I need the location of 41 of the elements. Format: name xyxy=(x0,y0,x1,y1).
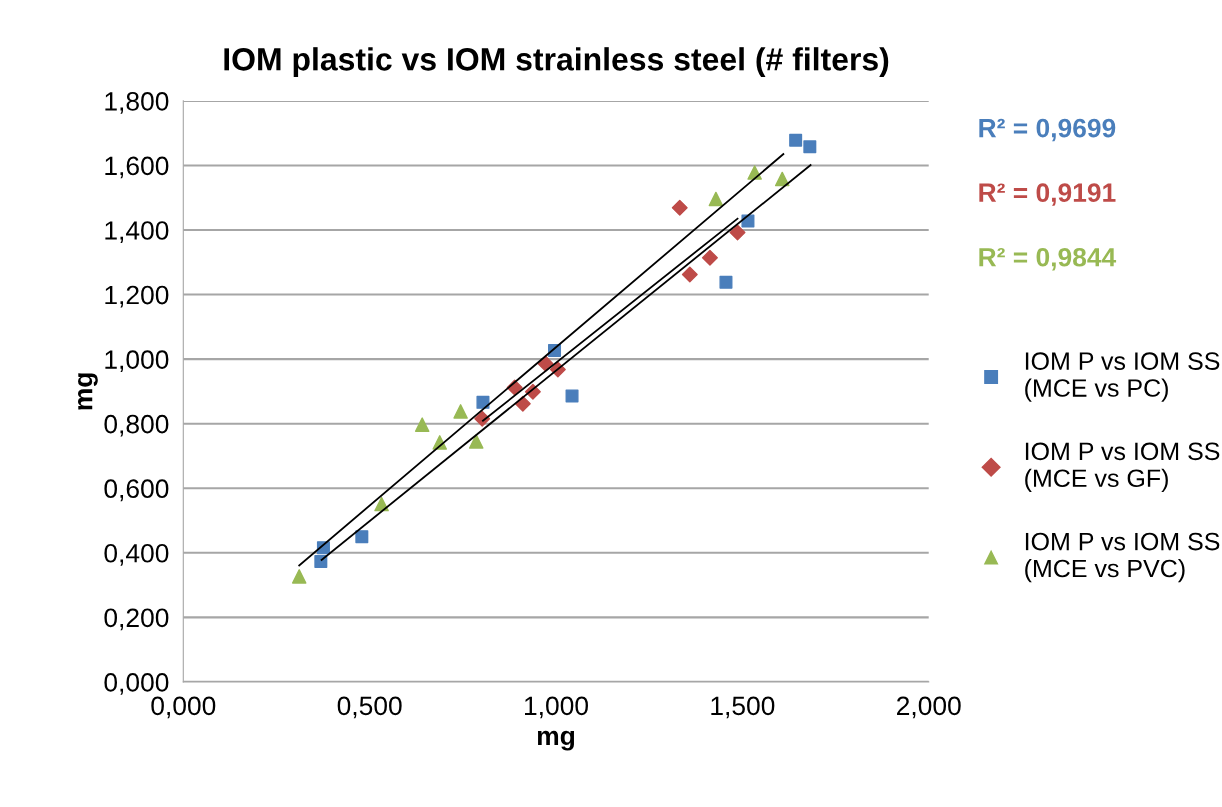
x-tick-label: 2,000 xyxy=(897,696,961,719)
point xyxy=(476,395,490,409)
x-axis-title: mg xyxy=(537,730,575,751)
point xyxy=(355,530,369,544)
y-axis-title: mg xyxy=(78,373,98,410)
y-tick-label: 1,200 xyxy=(105,285,169,308)
y-tick-label: 1,600 xyxy=(105,156,169,179)
y-tick-label: 0,400 xyxy=(104,543,169,566)
point xyxy=(681,266,698,283)
legend-label: IOM P vs IOM SS (MCE vs PC) xyxy=(1025,352,1220,402)
x-tick-label: 0,500 xyxy=(337,696,402,719)
legend-label: IOM P vs IOM SS (MCE vs GF) xyxy=(1025,442,1220,493)
y-tick-label: 0,000 xyxy=(104,673,169,695)
y-tick-label: 1,000 xyxy=(105,350,169,373)
point xyxy=(719,275,733,289)
point xyxy=(671,199,688,216)
x-tick-label: 0,000 xyxy=(151,696,216,719)
point xyxy=(291,569,307,584)
point xyxy=(789,133,803,147)
y-tick-label: 1,400 xyxy=(105,221,169,243)
text: R² = 0,9699 xyxy=(979,118,1116,142)
point xyxy=(565,389,579,403)
point xyxy=(803,140,817,154)
text: R² = 0,9191 xyxy=(979,183,1116,206)
point xyxy=(701,249,718,266)
point xyxy=(453,404,468,419)
x-tick-label: 1,000 xyxy=(525,696,588,719)
point xyxy=(729,224,746,241)
y-tick-label: 0,800 xyxy=(104,414,169,437)
y-tick-label: 0,600 xyxy=(104,479,169,502)
point xyxy=(468,434,484,449)
point xyxy=(414,417,430,432)
y-tick-label: 1,800 xyxy=(105,92,169,114)
point xyxy=(314,555,328,569)
point xyxy=(774,171,790,187)
legend-label: IOM P vs IOM SS (MCE vs PVC) xyxy=(1025,532,1220,583)
x-tick-label: 1,500 xyxy=(711,696,775,719)
y-tick-label: 0,200 xyxy=(104,608,169,631)
point xyxy=(708,191,724,207)
text: R² = 0,9844 xyxy=(979,247,1117,271)
chart-title: IOM plastic vs IOM strainless steel (# filters) xyxy=(224,47,889,77)
